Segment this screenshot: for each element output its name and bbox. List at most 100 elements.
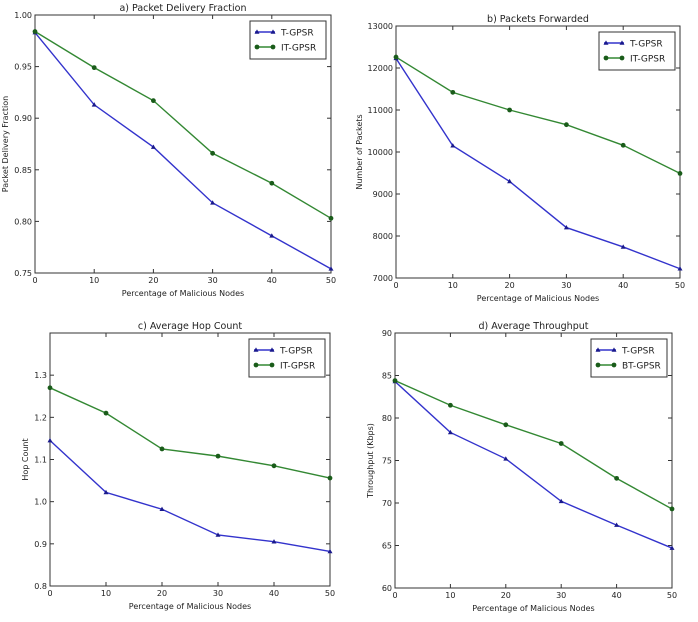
x-tick-label: 0 (32, 276, 37, 285)
data-point (103, 410, 109, 416)
legend-marker (254, 44, 260, 50)
y-tick-label: 65 (382, 542, 392, 551)
y-axis-label: Number of Packets (355, 114, 364, 189)
data-point (210, 150, 216, 156)
legend-box (249, 20, 327, 60)
x-tick-label: 20 (501, 591, 511, 600)
x-tick-label: 30 (208, 276, 218, 285)
data-point (503, 422, 509, 428)
x-axis-label: Percentage of Malicious Nodes (477, 294, 599, 303)
y-tick-label: 11000 (368, 106, 393, 115)
chart-title: b) Packets Forwarded (487, 14, 589, 25)
y-tick-label: 8000 (373, 232, 393, 241)
axes-frame (34, 14, 332, 274)
data-point (393, 54, 399, 60)
legend-marker (603, 40, 609, 45)
y-tick-label: 12000 (368, 64, 393, 73)
x-tick-label: 10 (448, 281, 458, 290)
x-tick-label: 40 (612, 591, 622, 600)
x-tick-label: 0 (393, 281, 398, 290)
data-point (507, 178, 513, 184)
data-point (620, 244, 626, 249)
data-point (271, 463, 277, 469)
y-tick-label: 0.9 (34, 540, 47, 549)
legend-marker (611, 347, 617, 352)
data-point (614, 522, 620, 527)
legend-label: T-GPSR (280, 29, 314, 39)
legend-label: IT-GPSR (280, 362, 315, 372)
x-tick-label: 40 (267, 276, 277, 285)
legend-marker (611, 362, 617, 368)
legend-box (248, 338, 326, 378)
series-line-it-gpsr (49, 387, 331, 479)
legend-marker (269, 362, 275, 368)
series-line-it-gpsr (34, 30, 332, 219)
y-tick-label: 80 (382, 414, 392, 423)
y-tick-label: 85 (382, 372, 392, 381)
x-axis-label: Percentage of Malicious Nodes (129, 602, 251, 611)
legend-label: BT-GPSR (622, 362, 661, 372)
x-tick-label: 40 (269, 589, 279, 598)
chart-title: d) Average Throughput (479, 321, 589, 332)
data-point (150, 144, 156, 149)
data-point (327, 475, 333, 481)
data-point (563, 225, 569, 230)
legend-label: IT-GPSR (630, 55, 665, 65)
data-point (327, 548, 333, 554)
series-line-bt-gpsr (394, 379, 673, 510)
data-point (669, 506, 675, 512)
subplot-2: b) Packets Forwarded Percentage of Malici… (355, 14, 685, 303)
x-tick-label: 30 (213, 589, 223, 598)
y-axis-label: Packet Delivery Fraction (1, 96, 10, 192)
data-point (558, 441, 564, 446)
data-point (392, 378, 398, 383)
data-point (91, 102, 97, 107)
y-axis-label: Hop Count (21, 438, 30, 480)
x-tick-label: 20 (505, 281, 515, 290)
data-point (215, 532, 221, 537)
y-tick-label: 0.90 (14, 114, 32, 123)
data-point (269, 233, 275, 238)
y-axis-label: Throughput (Kbps) (366, 423, 375, 499)
x-tick-label: 0 (392, 591, 397, 600)
x-tick-label: 50 (325, 589, 335, 598)
y-tick-label: 1.0 (34, 498, 47, 507)
data-point (450, 143, 456, 148)
y-tick-label: 13000 (368, 22, 393, 31)
series-line-t-gpsr (395, 57, 681, 270)
legend-marker (254, 29, 260, 34)
x-tick-label: 40 (618, 281, 628, 290)
y-tick-label: 1.00 (14, 11, 32, 20)
data-point (564, 122, 569, 128)
data-point (620, 142, 626, 148)
legend-label: T-GPSR (621, 347, 655, 357)
data-point (32, 29, 38, 34)
x-tick-label: 30 (556, 591, 566, 600)
y-tick-label: 10000 (368, 148, 393, 157)
data-point (558, 498, 564, 504)
x-tick-label: 50 (326, 276, 336, 285)
data-point (447, 429, 453, 435)
legend-marker (603, 55, 609, 61)
subplot-3: c) Average Hop Count Percentage of Malici… (21, 321, 335, 611)
data-point (91, 65, 97, 71)
data-point (210, 200, 216, 205)
data-point (103, 489, 109, 495)
y-tick-label: 9000 (373, 190, 393, 199)
y-tick-label: 90 (382, 329, 392, 338)
legend-label: T-GPSR (279, 347, 313, 357)
legend-marker (270, 44, 276, 50)
data-point (450, 89, 456, 95)
y-tick-label: 1.3 (34, 371, 47, 380)
data-point (151, 98, 156, 104)
legend-marker (595, 347, 601, 352)
legend-marker (619, 40, 625, 45)
data-point (47, 385, 53, 391)
x-tick-label: 10 (101, 589, 111, 598)
series-line-t-gpsr (394, 380, 673, 549)
data-point (507, 107, 512, 113)
legend: T-GPSR IT-GPSR (598, 31, 676, 71)
y-tick-label: 7000 (373, 274, 393, 283)
data-point (614, 475, 619, 481)
data-point (159, 506, 165, 512)
